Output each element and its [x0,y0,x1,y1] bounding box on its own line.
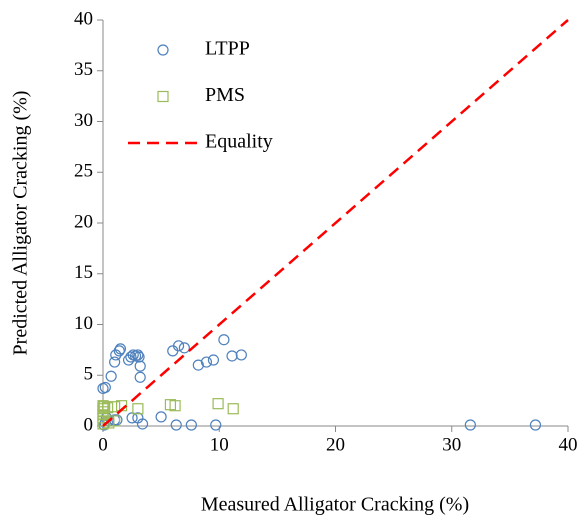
point [132,349,144,361]
y-tick-label: 40 [74,8,93,29]
point [207,354,220,366]
point [529,419,542,431]
point [155,411,167,423]
y-tick-label: 35 [74,59,93,80]
equality-line [102,19,569,427]
point [132,403,144,415]
point [113,345,125,357]
y-tick-label: 20 [74,211,93,232]
y-tick-label: 25 [74,161,93,182]
point [178,342,190,354]
point [134,371,146,383]
legend-label: LTPP [205,38,250,60]
point [464,419,476,431]
point [133,351,145,363]
legend-label: Equality [205,131,273,153]
point [218,334,230,346]
point [192,359,204,371]
y-tick-label: 15 [74,262,93,283]
point [210,419,222,431]
y-tick-label: 30 [74,110,93,131]
x-tick-label: 30 [442,434,461,455]
point [109,356,121,368]
y-tick-label: 0 [84,414,94,435]
point [200,356,213,368]
point [105,370,117,382]
point [125,351,137,363]
point [103,417,115,429]
x-axis-label: Measured Alligator Cracking (%) [201,494,469,516]
legend-marker [157,90,169,103]
y-tick-label: 5 [84,364,94,385]
point [111,414,123,426]
point [126,412,138,424]
point [134,360,146,372]
legend-label: PMS [205,84,245,106]
point [170,419,182,431]
point [226,350,238,362]
point [99,381,111,394]
y-axis-label: Predicted Alligator Cracking (%) [10,91,32,356]
x-tick-label: 40 [559,434,578,455]
y-tick-label: 10 [74,313,93,334]
x-tick-label: 10 [210,434,229,455]
x-tick-label: 0 [98,434,108,455]
point [169,400,181,412]
point [235,349,247,361]
point [136,418,149,430]
legend-marker [157,44,169,56]
point [102,402,114,414]
point [212,398,224,410]
point [185,419,197,431]
point [114,343,127,355]
point [109,401,121,413]
point [227,403,239,415]
x-tick-label: 20 [326,434,345,455]
point [172,340,185,352]
